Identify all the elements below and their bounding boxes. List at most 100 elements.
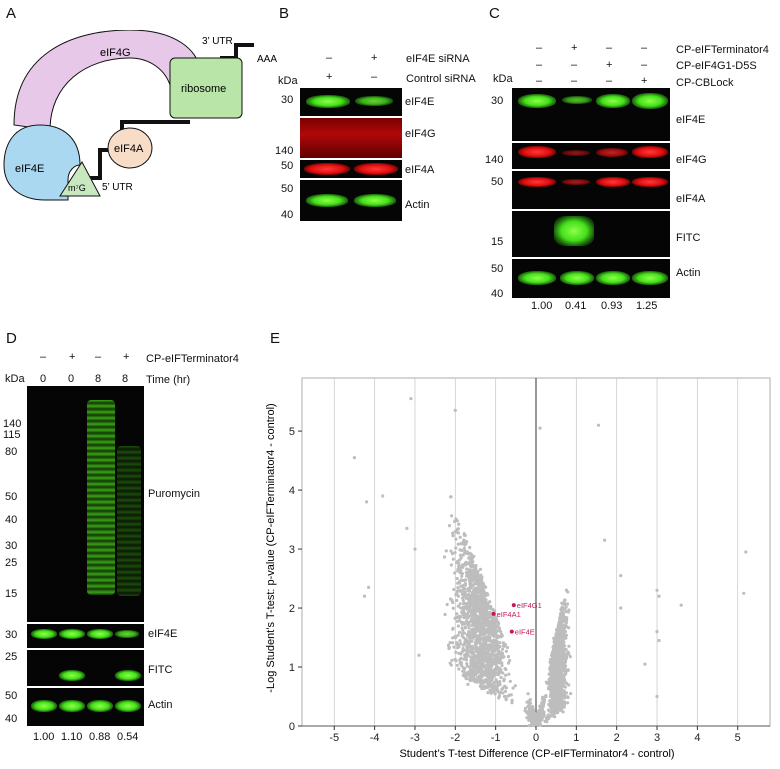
y-tick-label: 2 [289, 603, 295, 615]
data-point [558, 619, 562, 623]
data-point [447, 524, 452, 528]
b-row2-val-2: – [371, 71, 378, 83]
data-point [506, 655, 511, 659]
data-point [484, 623, 488, 627]
data-point [485, 621, 490, 625]
x-tick-label: -2 [450, 732, 460, 744]
data-point [478, 637, 483, 641]
data-point [466, 648, 470, 652]
data-point [525, 711, 530, 715]
data-point [477, 659, 481, 663]
data-point [466, 682, 470, 686]
c-band-actin: Actin [676, 267, 701, 279]
c-marker-50a: 50 [491, 176, 504, 188]
data-point [486, 660, 491, 664]
data-point [498, 657, 502, 661]
data-point [467, 555, 472, 560]
x-tick-label: 4 [694, 732, 700, 744]
band [632, 177, 668, 187]
data-point [458, 553, 462, 557]
data-point [477, 627, 481, 631]
data-point [460, 548, 464, 553]
band [562, 96, 592, 104]
data-point [487, 643, 491, 647]
data-point [566, 695, 570, 700]
c-r1-v4: – [641, 42, 648, 54]
d-band-puromycin: Puromycin [148, 488, 200, 500]
data-point [457, 630, 462, 634]
data-point [481, 659, 486, 663]
scatter-points [352, 397, 748, 728]
c-r3-v1: – [536, 75, 543, 87]
data-point [469, 663, 473, 668]
data-point [603, 538, 607, 542]
data-point [405, 526, 409, 530]
data-point [476, 576, 480, 580]
data-point [488, 672, 492, 676]
data-point [554, 693, 558, 698]
data-point [548, 703, 553, 707]
data-point [465, 612, 469, 616]
data-point [560, 617, 564, 621]
data-point [552, 702, 556, 706]
data-point [549, 714, 553, 718]
d-marker-25b: 25 [5, 651, 18, 663]
data-point [529, 705, 533, 709]
data-point [511, 686, 515, 690]
c-r3-label: CP-CBLock [676, 77, 734, 89]
data-point [453, 519, 457, 524]
d-band-fitc: FITC [148, 664, 173, 676]
b-eif4g-bg [300, 118, 402, 158]
data-point [456, 581, 460, 585]
d-r2-v3: 8 [95, 373, 102, 385]
data-point [531, 721, 535, 725]
data-point [542, 697, 546, 701]
data-point [470, 673, 474, 677]
data-point [482, 597, 486, 601]
data-point [493, 639, 497, 643]
b-marker-30: 30 [281, 94, 294, 106]
c-r2-v1: – [536, 59, 543, 71]
data-point [362, 594, 367, 598]
data-point [487, 653, 491, 657]
data-point [480, 643, 484, 647]
panel-a-label: A [6, 5, 17, 22]
data-point [451, 641, 455, 645]
data-point [492, 660, 496, 664]
data-point [455, 519, 459, 523]
data-point [451, 606, 455, 610]
panel-d-label: D [6, 330, 17, 347]
band [596, 177, 630, 187]
data-point [486, 606, 490, 610]
data-point [501, 691, 505, 695]
data-point [547, 685, 551, 689]
data-point [462, 657, 466, 661]
data-point [534, 723, 538, 727]
c-r2-v2: – [571, 59, 578, 71]
data-point [458, 614, 462, 618]
data-point [491, 608, 495, 612]
band [518, 146, 556, 158]
data-point [456, 527, 460, 531]
c-r3-v4: + [641, 75, 648, 87]
data-point [453, 571, 457, 575]
b-band-eif4a: eIF4A [405, 164, 435, 176]
data-point [566, 650, 570, 654]
x-tick-label: -4 [370, 732, 380, 744]
eif4g-label: eIF4G [100, 47, 131, 59]
data-point [493, 692, 497, 696]
b-marker-50b: 50 [281, 183, 294, 195]
data-point [493, 616, 497, 620]
data-point [470, 593, 474, 597]
data-point [464, 578, 468, 582]
data-point [559, 694, 563, 698]
data-point [487, 631, 491, 635]
data-point [460, 634, 464, 638]
d-marker-40b: 40 [5, 713, 18, 725]
data-point [488, 679, 492, 684]
axes: -5 -4 -3 -2 -1 0 1 2 3 4 5 0 1 2 3 4 5 [289, 426, 741, 744]
data-point [352, 456, 356, 460]
data-point [483, 666, 487, 670]
data-point [554, 643, 558, 647]
d-marker-50b: 50 [5, 690, 18, 702]
